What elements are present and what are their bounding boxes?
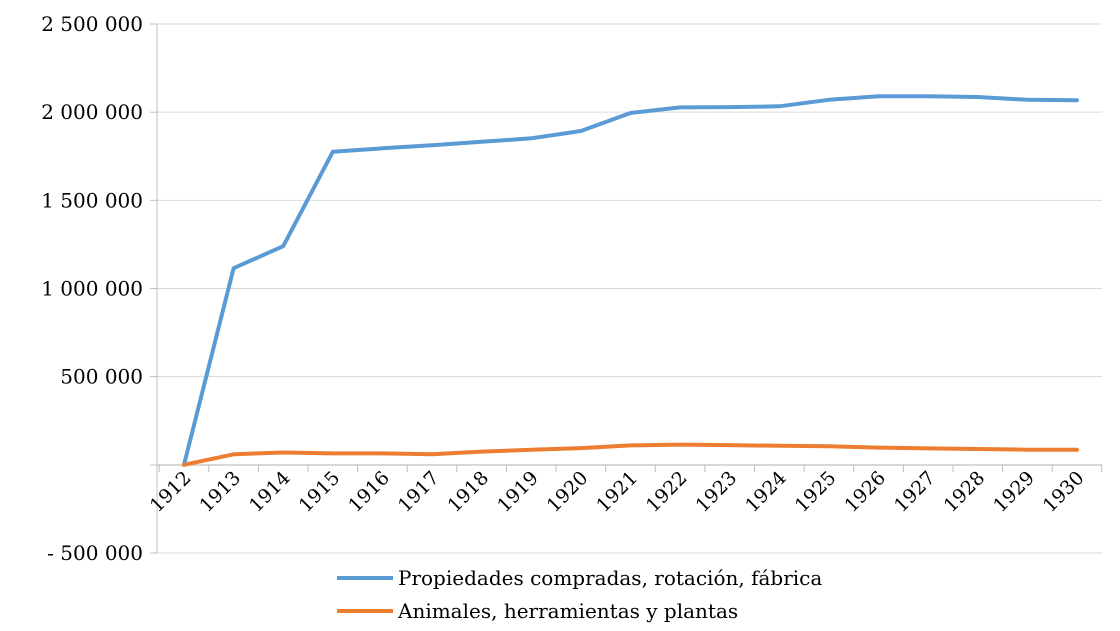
- x-tick-label: 1928: [940, 467, 990, 517]
- legend: Propiedades compradas, rotación, fábrica…: [337, 566, 822, 623]
- series-line-2: [182, 442, 1079, 467]
- x-tick-label: 1930: [1039, 467, 1089, 517]
- x-tick-label: 1929: [989, 467, 1039, 517]
- y-tick-label: 2 000 000: [41, 100, 143, 124]
- y-tick-label: 2 500 000: [41, 12, 143, 36]
- y-tick-label: 500 000: [60, 365, 143, 389]
- y-tick-label: - 500 000: [47, 541, 143, 565]
- x-tick-label: 1924: [741, 467, 791, 517]
- x-tick-label: 1918: [443, 467, 493, 517]
- x-tick-label: 1917: [394, 467, 444, 517]
- y-tick-label: 1 500 000: [41, 188, 143, 212]
- x-tick-label: 1912: [146, 467, 196, 517]
- y-tick-label: 1 000 000: [41, 277, 143, 301]
- x-tick-label: 1920: [543, 467, 593, 517]
- x-tick-label: 1926: [840, 467, 890, 517]
- gridlines: [157, 23, 1102, 554]
- x-axis: 1912 1913 1914 1915 1916 1917 1918 1919 1920 1921…: [146, 464, 1103, 517]
- x-tick-label: 1923: [692, 467, 742, 517]
- x-tick-label: 1921: [592, 467, 642, 517]
- x-tick-label: 1916: [344, 467, 394, 517]
- x-tick-label: 1919: [493, 467, 543, 517]
- legend-label-1: Propiedades compradas, rotación, fábrica: [398, 566, 822, 590]
- y-axis: 2 500 000 2 000 000 1 500 000 1 000 000 500 …: [41, 12, 158, 565]
- legend-label-2: Animales, herramientas y plantas: [397, 599, 738, 623]
- series-line-1: [182, 94, 1079, 467]
- x-tick-label: 1915: [295, 467, 345, 517]
- x-tick-label: 1927: [890, 467, 940, 517]
- x-tick-label: 1914: [245, 467, 295, 517]
- x-tick-label: 1925: [791, 467, 841, 517]
- x-tick-label: 1913: [195, 467, 245, 517]
- series-lines: [182, 94, 1079, 467]
- x-tick-label: 1922: [642, 467, 692, 517]
